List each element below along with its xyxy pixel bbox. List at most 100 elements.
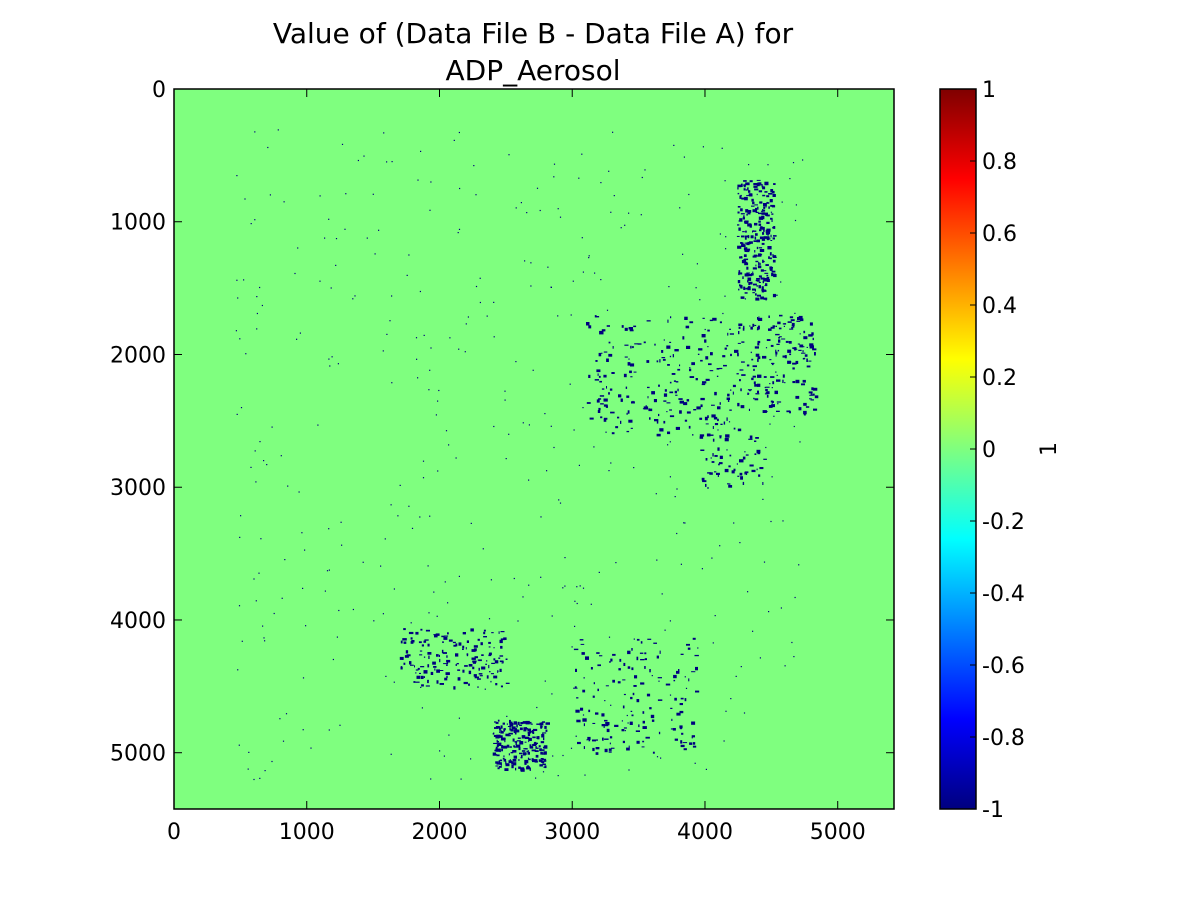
difference-pixel	[423, 676, 425, 678]
difference-pixel	[455, 653, 459, 657]
difference-pixel	[750, 224, 752, 226]
difference-pixel	[430, 347, 432, 349]
difference-pixel	[271, 760, 273, 763]
difference-pixel	[701, 383, 706, 386]
difference-pixel	[579, 585, 581, 587]
difference-pixel	[719, 435, 722, 437]
difference-pixel	[754, 188, 759, 191]
difference-pixel	[626, 714, 628, 717]
difference-pixel	[749, 193, 753, 197]
difference-pixel	[765, 446, 767, 449]
difference-pixel	[814, 395, 819, 399]
difference-pixel	[748, 211, 751, 215]
difference-pixels	[235, 129, 819, 781]
difference-pixel	[746, 364, 750, 367]
difference-pixel	[264, 640, 266, 642]
difference-pixel	[658, 413, 660, 417]
difference-pixel	[499, 660, 504, 663]
difference-pixel	[521, 750, 526, 752]
difference-pixel	[766, 232, 770, 235]
difference-pixel	[774, 390, 778, 395]
difference-pixel	[757, 342, 760, 346]
difference-pixel	[656, 559, 658, 561]
difference-pixel	[481, 666, 486, 670]
difference-pixel	[758, 223, 762, 226]
difference-pixel	[751, 198, 754, 202]
difference-pixel	[768, 315, 770, 318]
difference-pixel	[674, 349, 679, 352]
difference-pixel	[739, 284, 740, 287]
difference-pixel	[747, 187, 749, 191]
difference-pixel	[326, 570, 329, 572]
difference-pixel	[600, 182, 602, 184]
difference-pixel	[777, 403, 779, 405]
difference-pixel	[749, 225, 752, 228]
difference-pixel	[524, 762, 527, 765]
difference-pixel	[513, 745, 515, 748]
difference-pixel	[759, 201, 763, 204]
difference-pixel	[596, 652, 600, 654]
difference-pixel	[598, 375, 601, 378]
difference-pixel	[597, 688, 599, 692]
difference-pixel	[765, 206, 767, 208]
difference-pixel	[467, 316, 469, 318]
difference-pixel	[680, 653, 684, 655]
difference-pixel	[540, 516, 542, 518]
y-tick-label: 5000	[110, 742, 166, 767]
difference-pixel	[727, 393, 730, 397]
difference-pixel	[748, 274, 753, 276]
difference-pixel	[802, 159, 804, 161]
difference-pixel	[757, 383, 761, 387]
difference-pixel	[512, 738, 515, 742]
difference-pixel	[725, 248, 727, 250]
difference-pixel	[771, 387, 773, 389]
difference-pixel	[794, 219, 797, 222]
difference-pixel	[743, 261, 748, 264]
difference-pixel	[626, 412, 628, 415]
difference-pixel	[643, 406, 649, 410]
difference-pixel	[596, 399, 600, 403]
difference-pixel	[524, 736, 530, 739]
difference-pixel	[576, 602, 578, 605]
difference-pixel	[500, 730, 503, 733]
difference-pixel	[466, 640, 469, 643]
difference-pixel	[767, 164, 769, 166]
difference-pixel	[298, 491, 300, 493]
difference-pixel	[606, 386, 607, 389]
difference-pixel	[755, 293, 757, 296]
difference-pixel	[762, 209, 766, 212]
difference-pixel	[624, 327, 628, 331]
difference-pixel	[477, 686, 479, 688]
difference-pixel	[472, 666, 475, 670]
difference-pixel	[771, 362, 774, 366]
difference-pixel	[669, 409, 672, 411]
difference-pixel	[766, 391, 770, 395]
difference-pixel	[749, 389, 751, 392]
difference-pixel	[705, 423, 709, 425]
difference-pixel	[808, 360, 812, 362]
difference-pixel	[752, 365, 757, 368]
difference-pixel	[624, 730, 626, 732]
difference-pixel	[400, 666, 403, 670]
difference-pixel	[610, 658, 613, 662]
difference-pixel	[601, 713, 605, 717]
difference-pixel	[425, 685, 430, 687]
difference-pixel	[649, 417, 651, 420]
difference-pixel	[236, 279, 238, 281]
difference-pixel	[493, 647, 495, 649]
difference-pixel	[532, 760, 537, 763]
difference-pixel	[580, 707, 584, 711]
difference-pixel	[419, 672, 421, 674]
difference-pixel	[684, 419, 688, 422]
difference-pixel	[747, 393, 750, 395]
difference-pixel	[526, 766, 530, 770]
difference-pixel	[535, 747, 539, 749]
difference-pixel	[697, 647, 699, 649]
difference-pixel	[772, 259, 776, 263]
difference-pixel	[390, 753, 392, 755]
difference-pixel	[419, 290, 421, 293]
difference-pixel	[542, 721, 545, 723]
difference-pixel	[542, 763, 546, 766]
difference-pixel	[498, 631, 500, 634]
difference-pixel	[684, 676, 686, 678]
